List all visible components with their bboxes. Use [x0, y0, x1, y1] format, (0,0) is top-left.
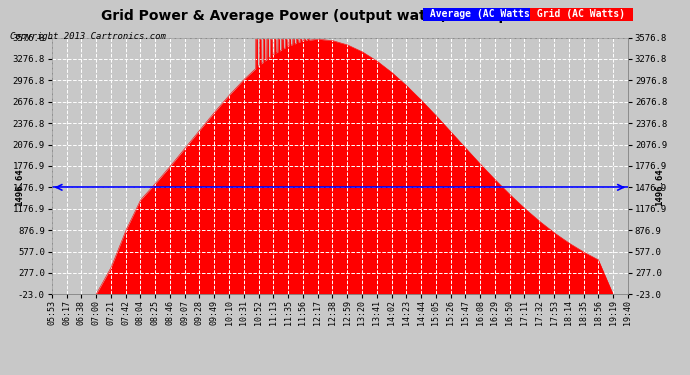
Text: Grid (AC Watts): Grid (AC Watts): [531, 9, 631, 20]
Text: 1496.64: 1496.64: [655, 168, 664, 206]
Text: 1496.64: 1496.64: [16, 168, 25, 206]
Text: Grid Power & Average Power (output watts)  Sat Apr 27 19:47: Grid Power & Average Power (output watts…: [101, 9, 589, 23]
Text: Average (AC Watts): Average (AC Watts): [424, 9, 542, 20]
Text: Copyright 2013 Cartronics.com: Copyright 2013 Cartronics.com: [10, 32, 166, 41]
